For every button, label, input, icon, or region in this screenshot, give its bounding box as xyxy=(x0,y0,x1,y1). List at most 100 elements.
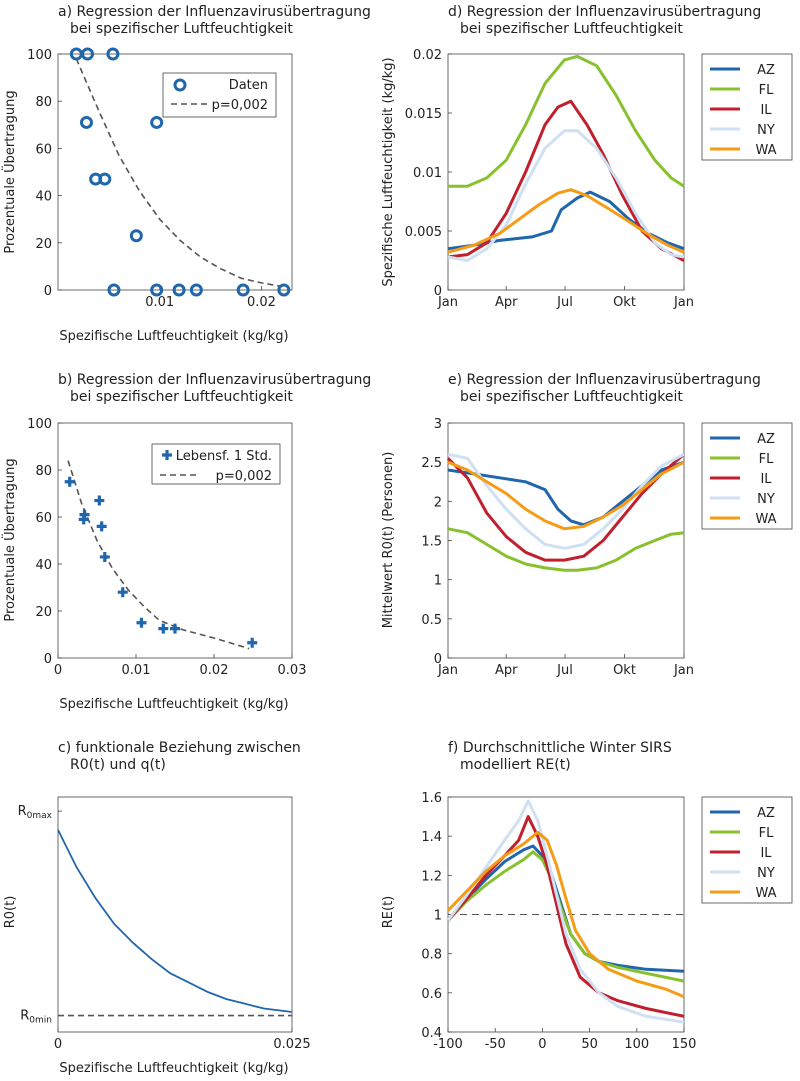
chart-title-c: c) funktionale Beziehung zwischen xyxy=(58,740,301,756)
y-tick-label-a: 20 xyxy=(35,237,52,252)
chart-title-b: b) Regression der Influenzavirusübertrag… xyxy=(58,372,371,388)
legend-label-ny: NY xyxy=(757,866,775,881)
legend-label-fit: p=0,002 xyxy=(216,469,272,484)
data-point xyxy=(129,229,143,243)
series-line-wa xyxy=(447,188,685,254)
y-axis-label-b: Prozentuale Übertragung xyxy=(1,458,18,621)
legend-label-il: IL xyxy=(760,472,772,487)
y-tick-label-a: 80 xyxy=(35,95,52,110)
data-point xyxy=(79,509,90,520)
y-tick-label-e: 2 xyxy=(434,495,442,510)
chart-title-a: bei spezifischer Luftfeuchtigkeit xyxy=(70,21,293,37)
chart-title-c: R0(t) und q(t) xyxy=(70,757,166,773)
x-tick-label-b: 0.02 xyxy=(200,663,229,678)
x-tick-label-a: 0.01 xyxy=(145,295,174,310)
x-tick-label-d: Jul xyxy=(556,295,573,310)
legend-label-fl: FL xyxy=(759,83,774,98)
data-point xyxy=(96,521,107,532)
data-point xyxy=(236,283,250,297)
y-tick-label-e: 0 xyxy=(434,652,442,667)
plot-frame-e xyxy=(447,422,685,659)
legend-label-wa: WA xyxy=(755,512,776,527)
x-tick-label-f: 100 xyxy=(624,1037,649,1052)
data-point xyxy=(117,587,128,598)
x-axis-label-a: Spezifische Luftfeuchtigkeit (kg/kg) xyxy=(59,329,288,344)
series-line-az xyxy=(446,844,685,973)
y-tick-label-f: 0.8 xyxy=(421,948,442,963)
legend-label-data: Daten xyxy=(229,78,268,93)
legend-box-b xyxy=(151,443,281,485)
legend-box-e xyxy=(701,422,793,530)
chart-title-a: a) Regression der Influenzavirusübertrag… xyxy=(58,4,371,20)
x-tick-label-d: Jan xyxy=(673,295,694,310)
legend-box-d xyxy=(701,53,793,161)
data-point xyxy=(247,637,258,648)
data-point xyxy=(79,115,93,129)
legend-label-fit: p=0,002 xyxy=(212,98,268,113)
chart-title-b: bei spezifischer Luftfeuchtigkeit xyxy=(70,389,293,405)
y-tick-label-f: 1.2 xyxy=(421,869,442,884)
r0-curve xyxy=(57,829,293,1013)
y-tick-label-a: 0 xyxy=(44,284,52,299)
x-tick-label-f: 0 xyxy=(538,1037,546,1052)
data-point xyxy=(189,283,203,297)
legend-label-ny: NY xyxy=(757,123,775,138)
y-tick-label-d: 0.005 xyxy=(405,225,442,240)
plot-frame-b xyxy=(57,422,293,659)
y-tick-label-f: 0.4 xyxy=(421,1026,442,1041)
y-tick-label-f: 1.6 xyxy=(421,791,442,806)
y-axis-label-a: Prozentuale Übertragung xyxy=(1,90,18,253)
series-line-il xyxy=(446,815,685,1018)
x-tick-label-e: Jul xyxy=(556,663,573,678)
y-tick-label-d: 0.015 xyxy=(405,107,442,122)
data-point xyxy=(64,476,75,487)
data-point xyxy=(158,623,169,634)
legend-label-az: AZ xyxy=(757,806,775,821)
y-axis-label-e: Mittelwert R0(t) (Personen) xyxy=(381,452,396,629)
x-tick-label-c: 0.025 xyxy=(273,1037,310,1052)
x-tick-label-b: 0.03 xyxy=(278,663,307,678)
legend-label-il: IL xyxy=(760,103,772,118)
chart-title-f: f) Durchschnittliche Winter SIRS xyxy=(448,740,672,756)
legend-label-az: AZ xyxy=(757,63,775,78)
data-point xyxy=(98,172,112,186)
x-tick-label-b: 0.01 xyxy=(122,663,151,678)
data-point xyxy=(172,283,186,297)
y-axis-label-d: Spezifische Luftfeuchtigkeit (kg/kg) xyxy=(381,57,396,286)
y-tick-label-f: 0.6 xyxy=(421,987,442,1002)
chart-title-e: e) Regression der Influenzavirusübertrag… xyxy=(448,372,761,388)
y-level-label-r0min: R0min xyxy=(20,1009,52,1026)
x-tick-label-f: 50 xyxy=(581,1037,598,1052)
x-tick-label-e: Jan xyxy=(437,663,458,678)
x-tick-label-f: -50 xyxy=(485,1037,506,1052)
y-tick-label-e: 0.5 xyxy=(421,613,442,628)
y-tick-label-f: 1.4 xyxy=(421,830,442,845)
chart-title-d: bei spezifischer Luftfeuchtigkeit xyxy=(460,21,683,37)
chart-title-e: bei spezifischer Luftfeuchtigkeit xyxy=(460,389,683,405)
fit-line-a xyxy=(75,58,282,288)
y-tick-label-b: 60 xyxy=(35,511,52,526)
chart-title-f: modelliert RE(t) xyxy=(460,757,571,773)
plot-frame-d xyxy=(447,53,685,291)
y-tick-label-d: 0.01 xyxy=(413,166,442,181)
legend-marker-data xyxy=(173,78,187,92)
data-point xyxy=(107,283,121,297)
y-tick-label-d: 0.02 xyxy=(413,48,442,63)
legend-label-data: Lebensf. 1 Std. xyxy=(176,449,272,464)
y-level-label-r0max: R0max xyxy=(18,804,53,821)
x-tick-label-e: Okt xyxy=(613,663,636,678)
y-tick-label-b: 100 xyxy=(27,417,52,432)
data-point xyxy=(170,623,180,634)
y-tick-label-d: 0 xyxy=(434,284,442,299)
series-line-wa xyxy=(446,830,685,999)
y-tick-label-a: 60 xyxy=(35,142,52,157)
data-point xyxy=(150,283,164,297)
x-tick-label-d: Okt xyxy=(613,295,636,310)
x-tick-label-a: 0.02 xyxy=(247,295,276,310)
legend-label-fl: FL xyxy=(759,826,774,841)
legend-box-f xyxy=(701,796,793,904)
legend-marker-data xyxy=(162,450,172,460)
x-tick-label-f: -100 xyxy=(433,1037,463,1052)
x-tick-label-b: 0 xyxy=(54,663,62,678)
